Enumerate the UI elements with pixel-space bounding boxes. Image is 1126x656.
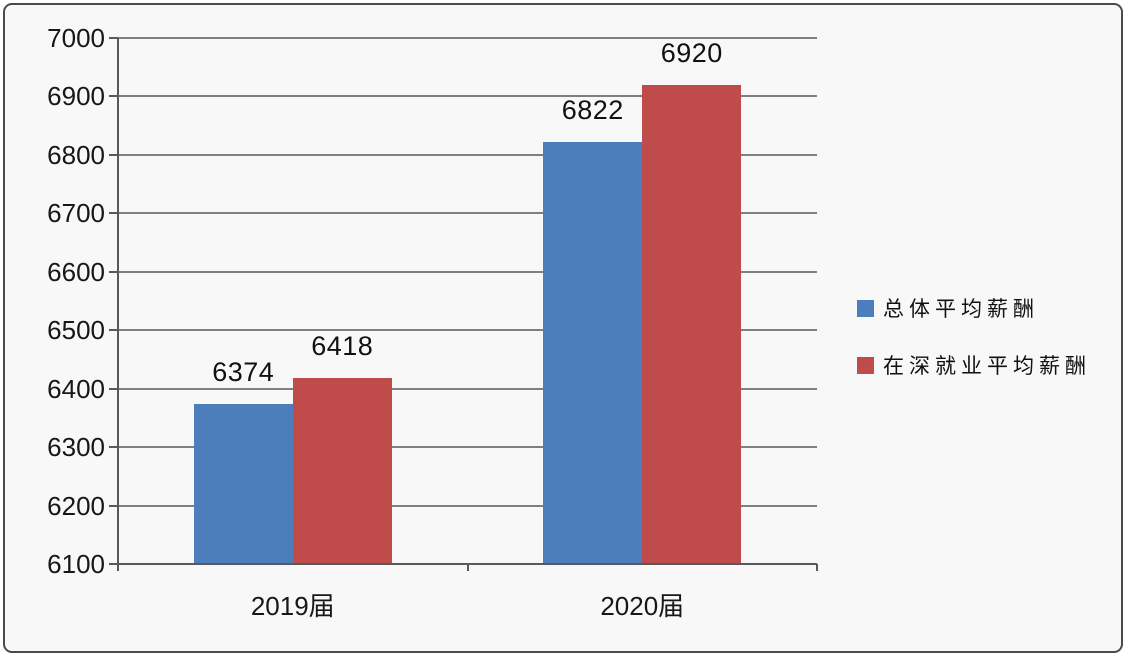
bar-value-label: 6418	[311, 331, 374, 362]
bar-value-label: 6822	[561, 95, 624, 126]
y-tick-mark	[109, 270, 118, 273]
y-tick-label: 6300	[47, 432, 105, 463]
legend-item: 总体平均薪酬	[857, 293, 1091, 323]
x-category-label: 2020届	[600, 591, 685, 621]
y-tick-label: 6900	[47, 81, 105, 112]
legend-label: 总体平均薪酬	[883, 297, 1039, 321]
bar-series0-cat1	[543, 142, 643, 564]
y-tick-mark	[109, 504, 118, 507]
y-tick-mark	[109, 153, 118, 156]
y-tick-mark	[109, 446, 118, 449]
x-tick-mark	[816, 564, 818, 571]
bar-series0-cat0	[193, 403, 293, 564]
y-tick-label: 7000	[47, 23, 105, 53]
bar-series1-cat0	[292, 378, 392, 564]
x-category-label: 2019届	[250, 591, 335, 621]
bar-value-label: 6374	[212, 356, 275, 387]
y-tick-label: 6800	[47, 139, 105, 170]
gridline	[118, 329, 817, 332]
y-tick-mark	[109, 387, 118, 390]
y-tick-label: 6600	[47, 256, 105, 287]
chart-frame: 6100 6200 6300 6400 6500 6600 6700 6800 6900 7000…	[3, 3, 1123, 653]
gridline	[118, 387, 817, 390]
gridline	[118, 212, 817, 215]
plot-area	[117, 37, 817, 565]
x-tick-mark	[117, 564, 119, 571]
bar-value-label: 6920	[660, 37, 723, 68]
bar-series1-cat1	[642, 84, 742, 564]
y-tick-label: 6100	[47, 549, 105, 579]
legend-label: 在深就业平均薪酬	[883, 354, 1091, 378]
y-tick-mark	[109, 563, 118, 565]
legend-swatch-icon	[857, 299, 874, 317]
x-tick-mark	[466, 564, 469, 571]
gridline	[118, 446, 817, 449]
legend: 总体平均薪酬在深就业平均薪酬	[857, 293, 1091, 380]
y-tick-mark	[109, 95, 118, 98]
y-tick-label: 6500	[47, 315, 105, 346]
y-axis-line	[117, 38, 119, 565]
y-tick-label: 6200	[47, 490, 105, 521]
legend-item: 在深就业平均薪酬	[857, 350, 1091, 380]
y-tick-mark	[109, 212, 118, 215]
y-tick-label: 6400	[47, 373, 105, 404]
legend-swatch-icon	[857, 356, 874, 374]
y-tick-mark	[109, 329, 118, 332]
gridline	[118, 504, 817, 507]
y-tick-mark	[109, 37, 118, 39]
gridline	[118, 153, 817, 156]
gridline	[118, 270, 817, 273]
y-tick-label: 6700	[47, 198, 105, 229]
gridline	[118, 95, 817, 98]
gridline	[118, 37, 817, 39]
